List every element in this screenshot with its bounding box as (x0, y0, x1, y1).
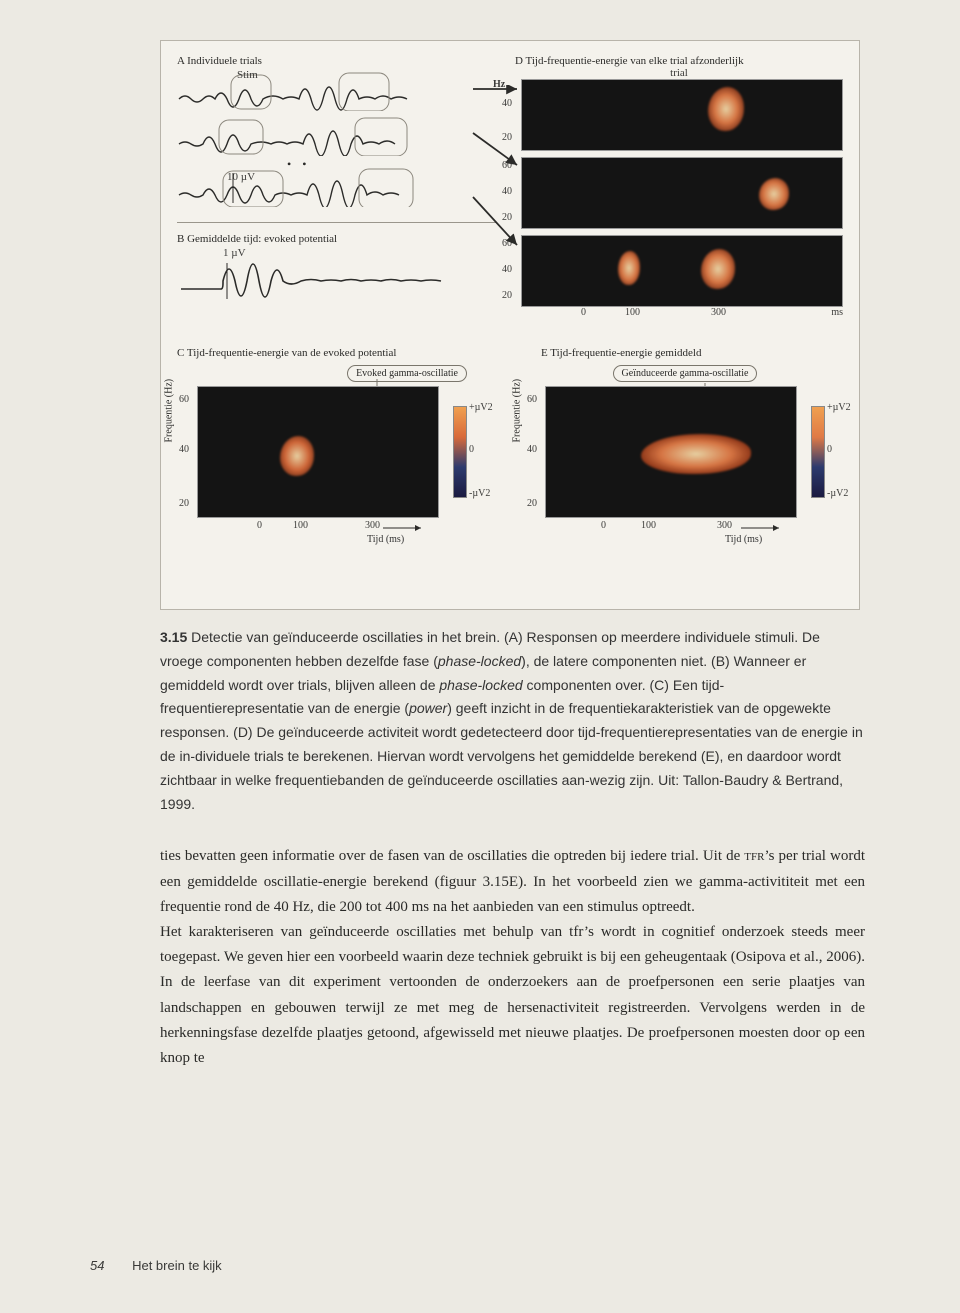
trial-wave-1 (177, 71, 487, 111)
panel-d-subtitle: trial (515, 67, 843, 79)
figure-caption: 3.15 Detectie van geïnduceerde oscillati… (160, 626, 865, 816)
figure-3-15: A Individuele trials Stim • • 10 µV (160, 40, 860, 610)
tf-d1: 40 20 (521, 79, 843, 151)
stim-label: Stim (237, 69, 258, 81)
panel-d-title: D Tijd-frequentie-energie van elke trial… (515, 55, 843, 67)
scale-a: 10 µV (227, 171, 255, 183)
tf-d3: 60 40 20 (521, 235, 843, 307)
panel-c-title: C Tijd-frequentie-energie van de evoked … (177, 347, 507, 359)
tf-c (197, 386, 439, 518)
tf-e (545, 386, 797, 518)
trial-wave-2 (177, 116, 487, 156)
caption-lead: 3.15 (160, 629, 187, 645)
page-footer: 54 Het brein te kijk (90, 1258, 222, 1273)
trial-wave-3 (177, 167, 487, 207)
running-head: Het brein te kijk (132, 1258, 222, 1273)
panel-e-title: E Tijd-frequentie-energie gemiddeld (541, 347, 845, 359)
body-text: ties bevatten geen informatie over de fa… (160, 844, 865, 1071)
panel-a-title: A Individuele trials (177, 55, 497, 67)
e-ylabel: Frequentie (Hz) (512, 379, 523, 443)
d-ylabel: Hz (493, 79, 505, 90)
panel-b-title: B Gemiddelde tijd: evoked potential (177, 233, 497, 245)
tf-d2: 60 40 20 (521, 157, 843, 229)
callout-e: Geïnduceerde gamma-oscillatie (613, 365, 758, 382)
e-xlabel: Tijd (ms) (725, 534, 762, 545)
c-xlabel: Tijd (ms) (367, 534, 404, 545)
scale-b: 1 µV (223, 247, 246, 259)
page-number: 54 (90, 1258, 104, 1273)
c-ylabel: Frequentie (Hz) (164, 379, 175, 443)
callout-c: Evoked gamma-oscillatie (347, 365, 467, 382)
